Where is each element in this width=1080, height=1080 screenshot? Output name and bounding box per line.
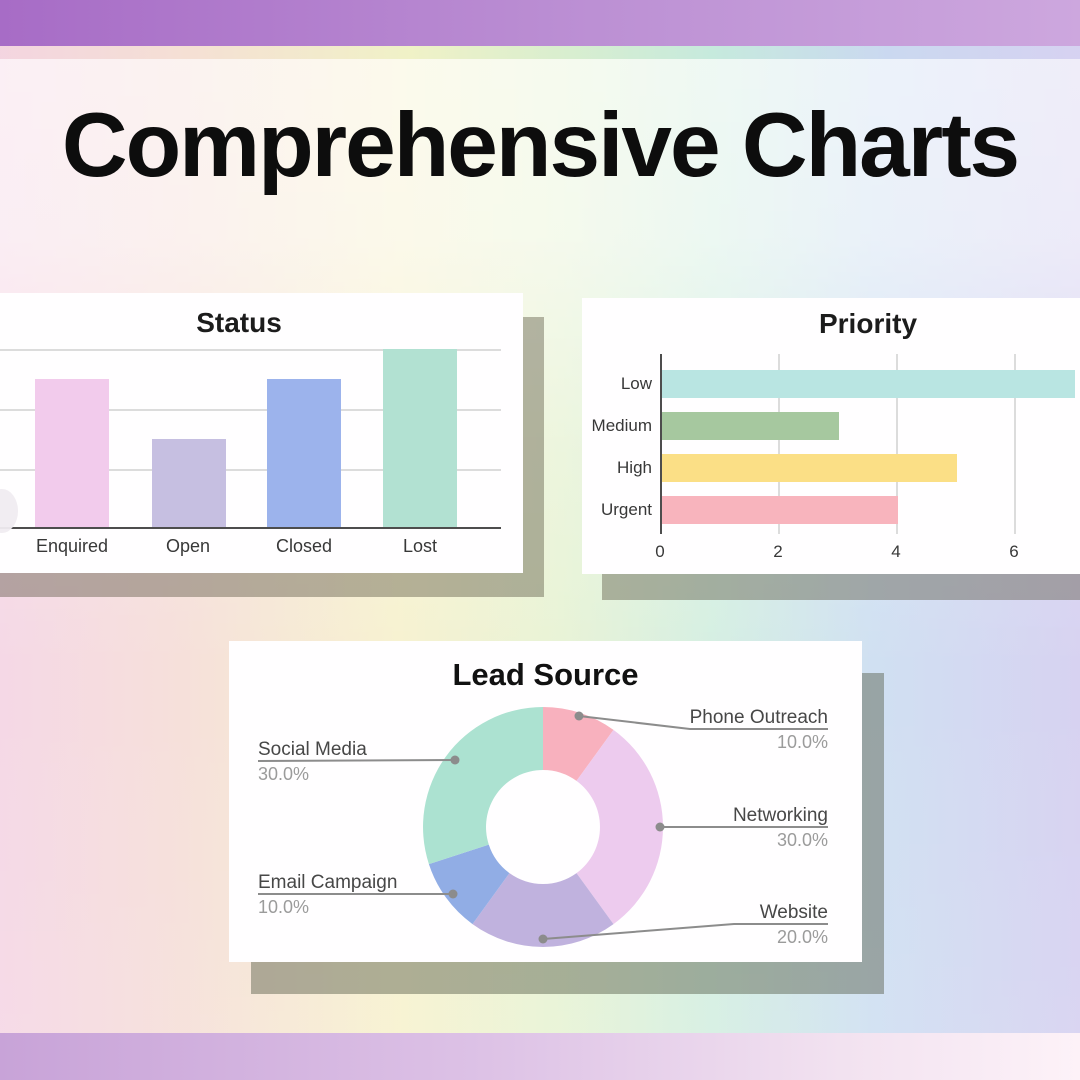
top-purple-band bbox=[0, 0, 1080, 46]
priority-bar-high bbox=[662, 454, 957, 482]
donut-label-email-campaign-pct: 10.0% bbox=[258, 897, 310, 917]
donut-label-email-campaign: Email Campaign 10.0% bbox=[258, 872, 397, 918]
status-label-closed: Closed bbox=[275, 536, 333, 556]
donut-leader-dot-phone-outreach bbox=[574, 711, 584, 721]
lead-source-donut bbox=[257, 707, 828, 947]
donut-leader-dot-social-media bbox=[450, 755, 460, 765]
donut-slice-networking bbox=[576, 729, 663, 925]
donut-label-social-media: Social Media 30.0% bbox=[258, 739, 367, 785]
donut-leader-dot-website bbox=[538, 934, 548, 944]
status-chart-card: Status Enquired Open Closed Lost bbox=[0, 293, 523, 573]
donut-slice-email-campaign bbox=[428, 844, 510, 925]
donut-label-phone-outreach: Phone Outreach 10.0% bbox=[690, 707, 828, 753]
status-bar-open bbox=[152, 439, 226, 529]
donut-label-networking-text: Networking bbox=[732, 805, 828, 826]
priority-chart-title: Priority bbox=[818, 308, 918, 339]
status-bar-lost bbox=[383, 349, 457, 529]
priority-bar-urgent bbox=[662, 496, 898, 524]
priority-label-high: High bbox=[617, 458, 652, 477]
priority-tick-6: 6 bbox=[1009, 542, 1019, 561]
donut-label-website: Website 20.0% bbox=[760, 902, 828, 948]
decorative-blob bbox=[0, 489, 18, 533]
top-rainbow-strip bbox=[0, 46, 1080, 59]
status-label-open: Open bbox=[165, 536, 211, 556]
donut-label-email-campaign-text: Email Campaign bbox=[258, 872, 398, 893]
priority-tick-2: 2 bbox=[773, 542, 783, 561]
status-label-enquired: Enquired bbox=[35, 536, 109, 556]
priority-tick-0: 0 bbox=[655, 542, 665, 561]
lead-source-chart-title: Lead Source bbox=[452, 657, 639, 692]
lead-source-chart-card: Lead Source Phone Outreach 10.0% Network… bbox=[229, 641, 862, 962]
priority-gridline-4 bbox=[896, 354, 898, 534]
priority-y-axis bbox=[660, 354, 662, 534]
status-x-axis bbox=[0, 527, 501, 529]
status-bar-closed bbox=[267, 379, 341, 529]
priority-bar-low bbox=[662, 370, 1075, 398]
status-gridline-low bbox=[0, 469, 501, 471]
priority-gridline-6 bbox=[1014, 354, 1016, 534]
donut-leader-line-social-media bbox=[257, 759, 456, 762]
status-label-lost: Lost bbox=[402, 536, 438, 556]
donut-label-website-text: Website bbox=[759, 902, 828, 923]
donut-label-social-media-pct: 30.0% bbox=[258, 764, 310, 784]
donut-label-social-media-text: Social Media bbox=[258, 739, 367, 760]
status-bar-enquired bbox=[35, 379, 109, 529]
priority-tick-4: 4 bbox=[891, 542, 901, 561]
donut-label-networking: Networking 30.0% bbox=[733, 805, 828, 851]
donut-slice-social-media bbox=[423, 707, 543, 865]
donut-leader-line-website bbox=[542, 923, 828, 940]
donut-leader-line-phone-outreach bbox=[578, 715, 828, 730]
donut-label-phone-outreach-pct: 10.0% bbox=[776, 732, 828, 752]
donut-leader-dot-email-campaign bbox=[448, 889, 458, 899]
donut-leader-dot-networking bbox=[655, 822, 665, 832]
priority-chart-card: Priority Low Medium High Urgent 0 2 4 6 bbox=[582, 298, 1080, 574]
status-gridline-mid bbox=[0, 409, 501, 411]
donut-label-website-pct: 20.0% bbox=[776, 927, 828, 947]
donut-slice-phone-outreach bbox=[543, 707, 614, 781]
page-title: Comprehensive Charts bbox=[61, 95, 1020, 196]
priority-gridline-2 bbox=[778, 354, 780, 534]
donut-slice-website bbox=[472, 873, 614, 947]
bottom-purple-band bbox=[0, 1033, 1080, 1080]
priority-label-low: Low bbox=[620, 374, 652, 393]
priority-bar-medium bbox=[662, 412, 839, 440]
status-gridline-top bbox=[0, 349, 501, 351]
status-chart-title: Status bbox=[196, 307, 282, 338]
donut-label-phone-outreach-text: Phone Outreach bbox=[689, 707, 828, 728]
priority-label-urgent: Urgent bbox=[600, 500, 652, 519]
priority-label-medium: Medium bbox=[591, 416, 652, 435]
donut-label-networking-pct: 30.0% bbox=[776, 830, 828, 850]
